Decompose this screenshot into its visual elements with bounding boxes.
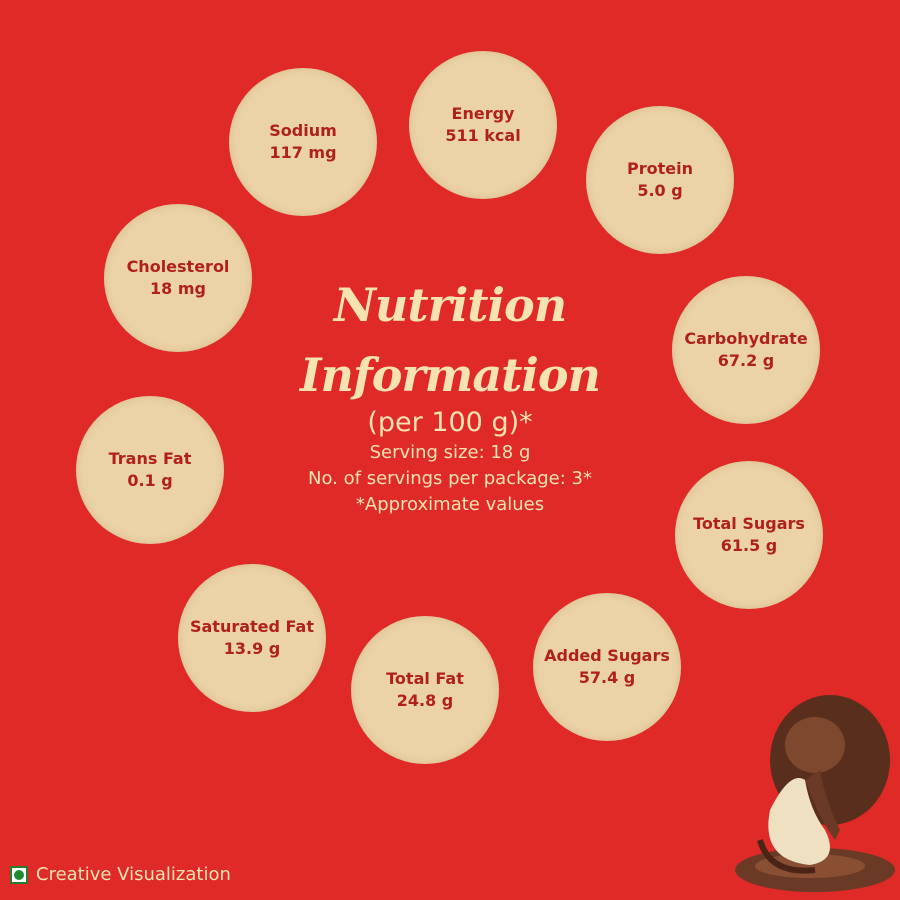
nutrient-label: Total Fat	[386, 668, 464, 688]
nutrient-label: Carbohydrate	[684, 328, 808, 348]
nutrient-cholesterol: Cholesterol 18 mg	[104, 204, 252, 352]
nutrient-value: 5.0 g	[637, 181, 683, 200]
nutrient-carbohydrate: Carbohydrate 67.2 g	[672, 276, 820, 424]
title-line-1: Nutrition	[333, 278, 567, 332]
footer: Creative Visualization	[10, 864, 231, 885]
nutrient-label: Protein	[627, 158, 693, 178]
nutrient-protein: Protein 5.0 g	[586, 106, 734, 254]
nutrition-heading: Nutrition Information (per 100 g)* Servi…	[300, 270, 601, 518]
nutrient-sodium: Sodium 117 mg	[229, 68, 377, 216]
approx-note: *Approximate values	[355, 494, 545, 515]
nutrient-total-sugars: Total Sugars 61.5 g	[675, 461, 823, 609]
nutrient-label: Sodium	[269, 120, 337, 140]
servings-per-package: No. of servings per package: 3*	[308, 468, 592, 489]
nutrient-saturated-fat: Saturated Fat 13.9 g	[178, 564, 326, 712]
footer-label: Creative Visualization	[36, 864, 231, 885]
nutrient-label: Added Sugars	[544, 645, 670, 665]
per-quantity: (per 100 g)*	[367, 407, 533, 438]
nutrient-trans-fat: Trans Fat 0.1 g	[76, 396, 224, 544]
nutrient-added-sugars: Added Sugars 57.4 g	[533, 593, 681, 741]
nutrient-value: 13.9 g	[223, 639, 281, 658]
veg-mark-icon	[10, 865, 28, 884]
nutrient-value: 57.4 g	[578, 668, 636, 687]
nutrient-value: 18 mg	[150, 279, 206, 298]
nutrient-value: 117 mg	[269, 143, 337, 162]
nutrient-total-fat: Total Fat 24.8 g	[351, 616, 499, 764]
nutrient-label: Total Sugars	[693, 513, 805, 533]
title-line-2: Information	[300, 348, 601, 402]
nutrient-label: Cholesterol	[126, 256, 230, 276]
nutrient-value: 61.5 g	[720, 536, 778, 555]
serving-size: Serving size: 18 g	[369, 442, 531, 463]
nutrient-label: Saturated Fat	[189, 616, 314, 636]
nutrient-value: 67.2 g	[717, 351, 775, 370]
nutrient-label: Trans Fat	[108, 448, 192, 468]
nutrient-energy: Energy 511 kcal	[409, 51, 557, 199]
nutrient-value: 0.1 g	[127, 471, 173, 490]
nutrient-value: 511 kcal	[445, 126, 521, 145]
chocolate-cashew-image	[735, 695, 895, 892]
nutrient-value: 24.8 g	[396, 691, 454, 710]
nutrient-label: Energy	[451, 103, 515, 123]
